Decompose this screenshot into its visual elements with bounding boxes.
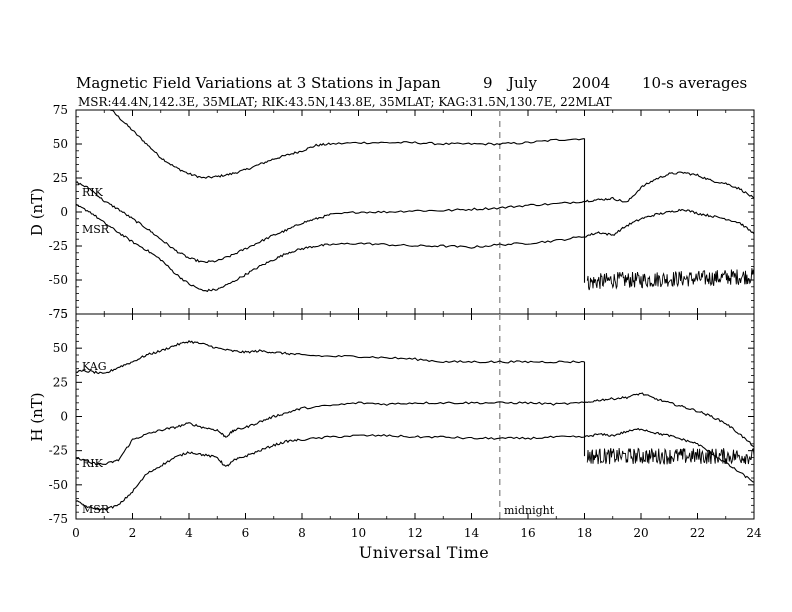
d-series-kag-post <box>586 268 755 291</box>
h-panel-ylabel: H (nT) <box>28 392 46 441</box>
chart-title: Magnetic Field Variations at 3 Stations … <box>76 74 441 92</box>
x-tick-label: 18 <box>577 526 592 540</box>
chart-averaging: 10-s averages <box>642 74 747 92</box>
h-label-kag: KAG <box>82 360 107 373</box>
x-tick-label: 14 <box>464 526 480 540</box>
chart-date-year: 2004 <box>572 74 610 92</box>
x-tick-label: 12 <box>407 526 422 540</box>
x-tick-label: 10 <box>351 526 366 540</box>
h-ytick-label: 25 <box>53 375 68 389</box>
h-series-rik <box>75 392 755 466</box>
x-tick-label: 6 <box>242 526 250 540</box>
x-tick-label: 20 <box>633 526 648 540</box>
chart-date-day: 9 <box>483 74 493 92</box>
h-ytick-label: -25 <box>49 444 68 458</box>
h-ytick-label: 0 <box>60 410 68 424</box>
x-tick-label: 16 <box>520 526 535 540</box>
x-tick-label: 4 <box>185 526 193 540</box>
h-ytick-label: 75 <box>53 307 68 321</box>
d-series-rik <box>75 171 755 263</box>
x-tick-label: 0 <box>72 526 80 540</box>
chart-date-month: July <box>506 74 537 92</box>
h-panel-frame <box>75 313 755 520</box>
h-ytick-label: 50 <box>53 341 68 355</box>
d-label-msr: MSR <box>82 223 110 236</box>
x-axis-title: Universal Time <box>359 543 489 562</box>
d-ytick-label: 75 <box>53 103 68 117</box>
d-series-kag <box>76 109 585 179</box>
d-panel-ylabel: D (nT) <box>28 188 46 236</box>
h-series-msr <box>75 427 755 511</box>
h-ytick-label: -75 <box>49 512 68 526</box>
d-panel-frame <box>75 109 755 315</box>
x-tick-label: 24 <box>746 526 762 540</box>
h-ytick-label: -50 <box>49 478 68 492</box>
midnight-label: midnight <box>504 504 555 517</box>
d-ytick-label: 25 <box>53 171 68 185</box>
x-tick-label: 8 <box>298 526 306 540</box>
h-series-kag-post <box>586 447 755 465</box>
x-tick-label: 22 <box>690 526 705 540</box>
d-ytick-label: 0 <box>60 205 68 219</box>
d-ytick-label: -50 <box>49 273 68 287</box>
d-ytick-label: -75 <box>49 307 68 321</box>
h-series-kag <box>75 339 585 375</box>
d-ytick-label: 50 <box>53 137 68 151</box>
x-tick-label: 2 <box>129 526 137 540</box>
d-ytick-label: -25 <box>49 239 68 253</box>
d-label-rik: RIK <box>82 186 104 199</box>
d-series-msr <box>75 203 755 293</box>
chart-subtitle: MSR:44.4N,142.3E, 35MLAT; RIK:43.5N,143.… <box>78 95 612 109</box>
